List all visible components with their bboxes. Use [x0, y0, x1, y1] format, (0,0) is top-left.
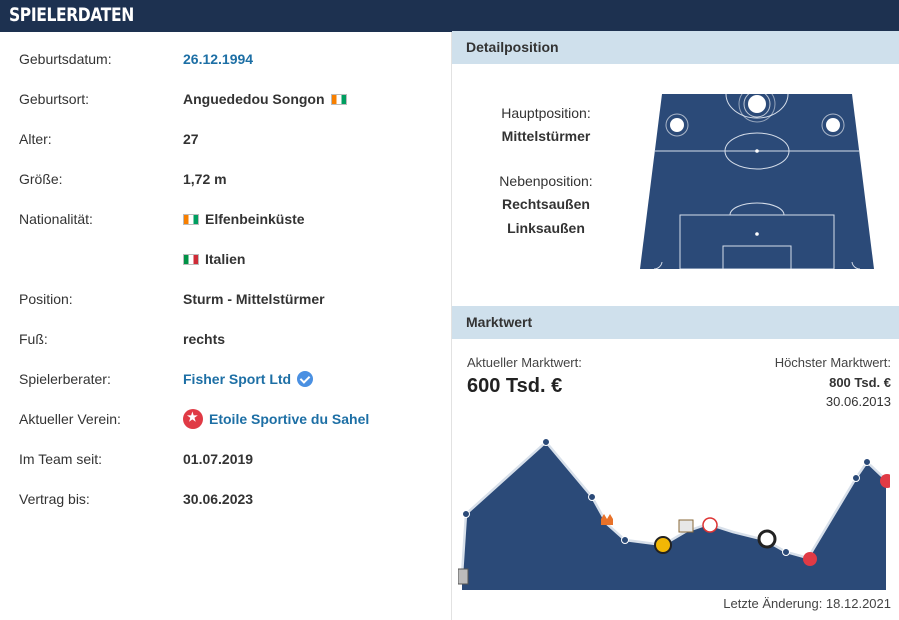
side-position-label: Nebenposition: [499, 173, 593, 189]
nationality-label: Nationalität: [19, 211, 93, 227]
chart-area [462, 442, 886, 590]
club-crest-icon [654, 536, 672, 554]
club-crest-icon [803, 552, 817, 566]
chart-point [462, 510, 470, 518]
contract-label: Vertrag bis: [19, 491, 90, 507]
height-label: Größe: [19, 171, 63, 187]
market-value-header: Marktwert [452, 306, 899, 339]
chart-point [588, 493, 596, 501]
verified-icon [297, 371, 314, 387]
club-logo-markers [458, 474, 890, 585]
market-value-chart[interactable] [458, 430, 890, 590]
current-value: 600 Tsd. € [467, 375, 563, 397]
birthdate-link[interactable]: 26.12.1994 [183, 51, 254, 67]
birthplace-label: Geburtsort: [19, 91, 90, 107]
club-crest-icon [880, 474, 890, 488]
max-value-date: 30.06.2013 [825, 394, 891, 409]
agent-label: Spielerberater: [19, 371, 111, 387]
pitch-surface [640, 94, 874, 269]
section-header: SPIELERDATEN [0, 0, 899, 32]
ivory-coast-flag-icon [183, 213, 199, 225]
nationality-text-1: Elfenbeinküste [205, 211, 305, 227]
italy-flag-icon [183, 253, 199, 265]
joined-label: Im Team seit: [19, 451, 102, 467]
height-value: 1,72 m [183, 171, 227, 187]
joined-value: 01.07.2019 [183, 451, 254, 467]
club-logo-icon[interactable] [183, 409, 203, 429]
detail-position-header: Detailposition [452, 31, 899, 64]
club-crest-icon [678, 519, 694, 533]
section-title: SPIELERDATEN [9, 4, 134, 26]
birthplace-value: Anguededou Songon [183, 91, 347, 107]
left-wing-marker [665, 113, 689, 137]
club-value: Etoile Sportive du Sahel [183, 409, 369, 429]
current-value-label: Aktueller Marktwert: [467, 355, 582, 370]
main-position-marker [738, 94, 776, 123]
main-position-label: Hauptposition: [501, 105, 591, 121]
chart-point [782, 548, 790, 556]
birthdate-label: Geburtsdatum: [19, 51, 112, 67]
chart-point [863, 458, 871, 466]
main-position-value: Mittelstürmer [501, 128, 591, 144]
birthplace-text: Anguededou Songon [183, 91, 325, 107]
side-position-value-1: Rechtsaußen [502, 196, 590, 212]
position-label: Position: [19, 291, 73, 307]
foot-value: rechts [183, 331, 226, 347]
contract-value: 30.06.2023 [183, 491, 254, 507]
chart-point [621, 536, 629, 544]
market-value-title: Marktwert [466, 314, 533, 330]
position-value: Sturm - Mittelstürmer [183, 291, 325, 307]
club-link[interactable]: Etoile Sportive du Sahel [209, 411, 370, 427]
club-crest-icon [757, 529, 777, 549]
club-crest-icon [458, 568, 469, 585]
chart-point [542, 438, 550, 446]
agent-link[interactable]: Fisher Sport Ltd [183, 371, 292, 387]
nationality-value-2: Italien [183, 251, 245, 267]
club-crest-icon [702, 517, 718, 533]
chart-line [460, 440, 887, 576]
last-change: Letzte Änderung: 18.12.2021 [723, 596, 891, 611]
chart-point [852, 474, 860, 482]
agent-value: Fisher Sport Ltd [183, 371, 314, 387]
club-crest-icon [601, 514, 613, 525]
max-value-label: Höchster Marktwert: [774, 355, 891, 370]
age-value: 27 [183, 131, 199, 147]
detail-position-title: Detailposition [466, 39, 559, 55]
column-divider [451, 32, 452, 620]
foot-label: Fuß: [19, 331, 48, 347]
club-label: Aktueller Verein: [19, 411, 121, 427]
pitch-diagram [640, 94, 874, 269]
side-position-value-2: Linksaußen [507, 220, 585, 236]
nationality-value-1: Elfenbeinküste [183, 211, 305, 227]
ivory-coast-flag-icon [330, 93, 347, 105]
age-label: Alter: [19, 131, 52, 147]
nationality-text-2: Italien [205, 251, 246, 267]
max-value: 800 Tsd. € [829, 375, 891, 390]
right-wing-marker [821, 113, 845, 137]
